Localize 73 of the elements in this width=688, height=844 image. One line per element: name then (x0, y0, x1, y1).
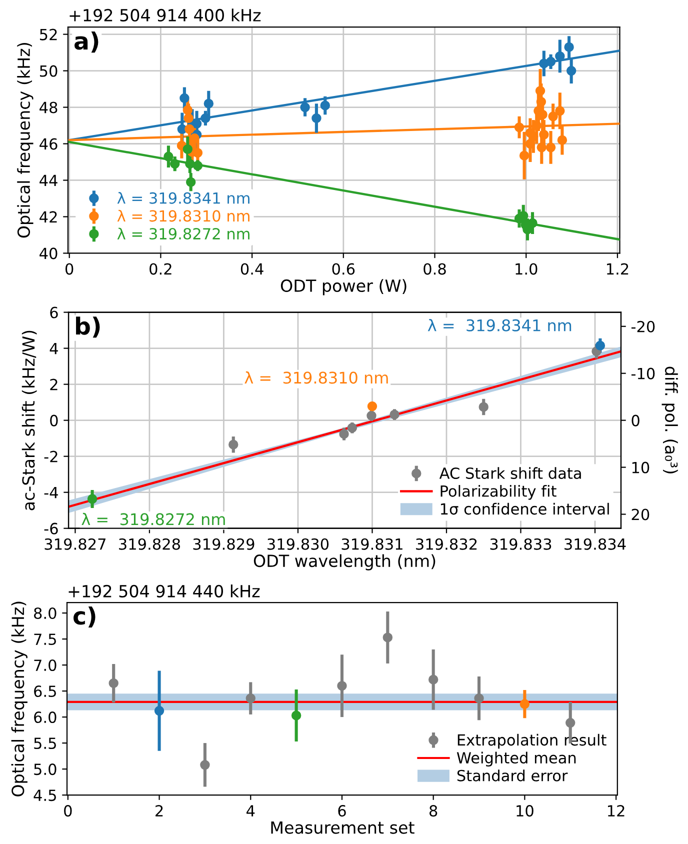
x-tick-label: 319.831 (342, 538, 402, 550)
y-tick-label: 44 (40, 174, 58, 186)
y2-tick-label: 0 (632, 414, 640, 426)
legend-label: Weighted mean (456, 752, 576, 767)
series-label: λ = 319.8341 nm (428, 319, 572, 332)
legend-label: λ = 319.8341 nm (117, 192, 250, 204)
y-tick-label: 5.0 (34, 764, 56, 776)
x-tick-label: 319.828 (119, 538, 180, 550)
y-tick-label: 2 (50, 378, 58, 390)
x-tick-label: 319.827 (44, 538, 106, 550)
y-tick-label: 7.0 (34, 659, 56, 672)
x-tick-label: 0.2 (150, 263, 172, 275)
y2-tick-label: 20 (632, 508, 650, 520)
x-axis-title: ODT wavelength (nm) (254, 554, 436, 570)
y-tick-label: 48 (40, 102, 58, 114)
y2-axis-title: diff. pol. (a₀³) (662, 366, 678, 474)
y2-tick-label: 10 (632, 462, 650, 474)
x-tick-label: 0.6 (332, 263, 355, 275)
series-label: λ = 319.8272 nm (82, 512, 225, 526)
x-axis-title: Measurement set (271, 821, 414, 834)
x-tick-label: 319.833 (490, 538, 552, 550)
y-tick-label: 4.5 (34, 790, 56, 802)
y-axis-title: Optical frequency (kHz) (17, 43, 34, 238)
x-tick-label: 1.2 (606, 263, 628, 275)
y-axis-title: ac-Stark shift (kHz/W) (22, 330, 37, 510)
y-tick-label: 40 (40, 248, 58, 260)
y-tick-label: 5.5 (34, 738, 56, 750)
legend-label: Extrapolation result (458, 734, 606, 749)
x-tick-label: 8 (430, 805, 438, 817)
x-tick-label: 4 (246, 805, 255, 816)
x-tick-label: 319.830 (268, 538, 329, 550)
y-tick-label: 6.5 (34, 685, 56, 698)
y-tick-label: 6 (50, 306, 58, 318)
y2-tick-label: -10 (631, 368, 655, 380)
annotation: c) (74, 606, 96, 628)
y-tick-label: 0 (50, 414, 58, 426)
y-tick-label: 7.5 (34, 634, 56, 646)
legend-label: AC Stark shift data (439, 467, 581, 480)
y-tick-label: -2 (44, 450, 58, 462)
y2-tick-label: -20 (631, 320, 655, 332)
x-tick-label: 0 (65, 263, 74, 275)
legend-label: λ = 319.8272 nm (117, 228, 250, 240)
y-tick-label: 50 (40, 65, 58, 77)
x-tick-label: 0.8 (424, 263, 446, 275)
y-tick-label: 46 (40, 138, 58, 150)
x-tick-label: 10 (516, 805, 534, 817)
legend-label: Standard error (457, 770, 568, 782)
x-tick-label: 0 (64, 805, 72, 817)
x-tick-label: 6 (338, 805, 346, 817)
x-tick-label: 12 (608, 805, 624, 816)
text: +192 504 914 400 kHz (70, 8, 261, 22)
annotation: b) (76, 316, 100, 338)
legend-label: Polarizability fit (440, 485, 556, 500)
y-tick-label: 52 (40, 28, 57, 40)
text: +192 504 914 440 kHz (68, 584, 260, 598)
y-tick-label: 4 (50, 342, 58, 354)
legend-label: 1σ confidence interval (440, 502, 609, 515)
x-tick-label: 1.0 (516, 263, 538, 275)
y-axis-title: Optical frequency (kHz) (11, 602, 28, 796)
series-label: λ = 319.8310 nm (244, 371, 388, 384)
y-tick-label: -4 (44, 487, 58, 498)
x-tick-label: 0.4 (240, 263, 264, 275)
y-tick-label: 6.0 (34, 712, 56, 724)
x-tick-label: 319.829 (193, 538, 254, 550)
x-tick-label: 319.832 (416, 538, 477, 550)
x-tick-label: 319.834 (564, 538, 626, 550)
y-tick-label: -6 (44, 522, 58, 534)
legend-label: λ = 319.8310 nm (117, 210, 250, 222)
x-axis-title: ODT power (W) (280, 279, 406, 296)
y-tick-label: 8.0 (34, 607, 56, 620)
annotation: a) (74, 32, 98, 53)
x-tick-label: 2 (156, 805, 163, 816)
y-tick-label: 42 (40, 211, 57, 223)
